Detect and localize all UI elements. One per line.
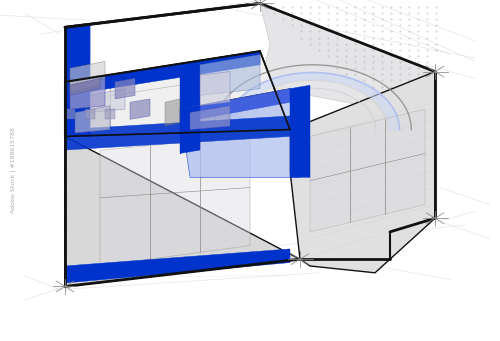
Polygon shape [310,109,425,232]
Polygon shape [200,55,260,95]
Polygon shape [85,109,95,119]
Polygon shape [226,73,400,130]
Polygon shape [105,109,115,119]
Polygon shape [70,61,105,85]
Polygon shape [180,89,290,123]
Polygon shape [200,72,230,106]
Polygon shape [115,78,135,99]
Polygon shape [130,99,150,119]
Polygon shape [70,78,100,95]
Polygon shape [65,109,75,119]
Polygon shape [75,106,110,133]
Polygon shape [180,89,300,177]
Text: Adobe: Adobe [75,75,146,95]
Polygon shape [65,249,290,283]
Polygon shape [65,116,290,150]
Text: Adobe Stock | #188615788: Adobe Stock | #188615788 [10,128,16,213]
Polygon shape [260,3,435,113]
Polygon shape [70,75,100,92]
Polygon shape [190,106,230,130]
Polygon shape [165,99,180,126]
Polygon shape [65,51,290,136]
Polygon shape [65,24,90,136]
Polygon shape [290,72,435,273]
Polygon shape [180,106,200,126]
Polygon shape [180,61,200,153]
Polygon shape [65,51,260,95]
Polygon shape [290,85,310,177]
Polygon shape [90,89,125,113]
Polygon shape [70,78,105,109]
Polygon shape [100,136,250,266]
Polygon shape [65,136,300,286]
